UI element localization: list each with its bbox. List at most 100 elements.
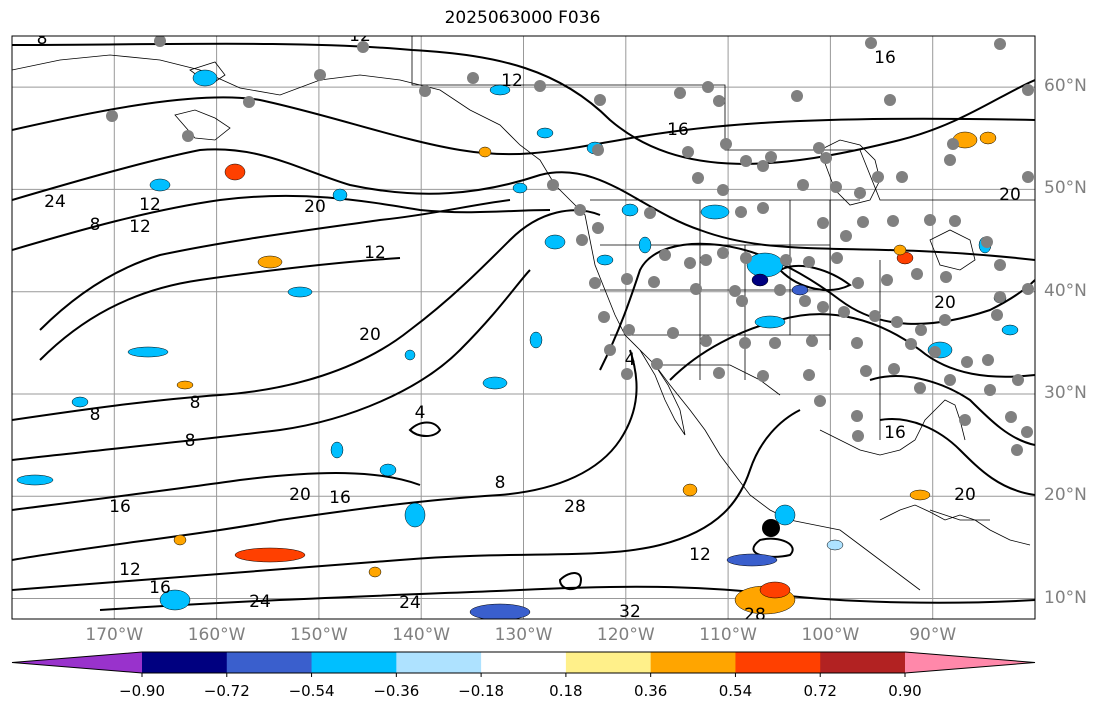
lon-tick-label: 140°W — [392, 625, 451, 645]
shaded-region — [751, 273, 769, 287]
lat-tick-label: 40°N — [1044, 280, 1087, 301]
shaded-region — [621, 203, 639, 217]
shaded-region — [754, 315, 786, 329]
shaded-region — [478, 146, 492, 158]
station-marker — [682, 146, 694, 158]
colorbar-bin — [650, 652, 736, 673]
station-marker — [729, 285, 741, 297]
shaded-region — [529, 331, 543, 349]
shaded-region — [469, 603, 531, 619]
lon-tick-label: 170°W — [85, 625, 144, 645]
contour-label: 20 — [954, 485, 976, 505]
colorbar-tick-label: 0.18 — [549, 682, 583, 700]
colorbar-tick-label: 0.54 — [718, 682, 753, 700]
shaded-region — [224, 163, 246, 181]
station-marker — [735, 206, 747, 218]
tropical-cyclone-marker — [762, 519, 780, 537]
station-marker — [854, 187, 866, 199]
station-marker — [813, 142, 825, 154]
shaded-region — [159, 589, 191, 611]
shaded-region — [149, 178, 171, 192]
station-marker — [872, 171, 884, 183]
shaded-region — [379, 463, 397, 477]
station-marker — [1022, 283, 1034, 295]
station-marker — [857, 216, 869, 228]
station-marker — [774, 284, 786, 296]
station-marker — [982, 354, 994, 366]
shaded-region — [682, 483, 698, 497]
station-marker — [1011, 444, 1023, 456]
station-marker — [684, 257, 696, 269]
station-marker — [791, 90, 803, 102]
lat-tick-label: 10°N — [1044, 587, 1087, 608]
station-marker — [865, 37, 877, 49]
station-marker — [621, 273, 633, 285]
station-marker — [869, 310, 881, 322]
graticule — [12, 36, 1035, 619]
colorbar-tick-label: −0.18 — [458, 682, 505, 700]
shaded-region — [791, 284, 809, 296]
station-marker — [944, 154, 956, 166]
station-marker — [419, 85, 431, 97]
station-marker — [592, 144, 604, 156]
station-marker — [915, 324, 927, 336]
station-marker — [757, 202, 769, 214]
lon-tick-label: 100°W — [801, 625, 860, 645]
station-marker — [576, 234, 588, 246]
station-marker — [594, 94, 606, 106]
station-marker — [830, 181, 842, 193]
station-marker — [814, 395, 826, 407]
station-marker — [929, 346, 941, 358]
station-marker — [840, 230, 852, 242]
station-marker — [659, 249, 671, 261]
lon-tick-label: 120°W — [596, 625, 655, 645]
shaded-region — [330, 441, 344, 459]
station-marker — [667, 327, 679, 339]
contour-label: 12 — [139, 195, 161, 215]
shaded-region — [71, 396, 89, 408]
station-marker — [994, 38, 1006, 50]
station-marker — [994, 259, 1006, 271]
station-marker — [154, 36, 166, 47]
station-marker — [717, 184, 729, 196]
station-marker — [769, 337, 781, 349]
station-marker — [984, 384, 996, 396]
contour-label: 16 — [667, 120, 689, 140]
contour-label: 32 — [619, 602, 641, 622]
shaded-region — [536, 127, 554, 139]
contour-label: 16 — [884, 423, 906, 443]
station-marker — [357, 41, 369, 53]
station-marker — [182, 130, 194, 142]
shaded-region — [176, 380, 194, 390]
station-marker — [852, 277, 864, 289]
shaded-region — [332, 188, 348, 202]
station-marker — [860, 365, 872, 377]
map-title: 2025063000 F036 — [444, 8, 601, 28]
contour-label: 28 — [744, 605, 766, 625]
station-marker — [852, 430, 864, 442]
colorbar-bin — [735, 652, 821, 673]
shaded-region — [774, 504, 796, 526]
colorbar-bin — [142, 652, 228, 673]
contour-label: 16 — [329, 488, 351, 508]
station-marker — [817, 217, 829, 229]
station-marker — [887, 215, 899, 227]
station-marker — [838, 306, 850, 318]
station-marker — [740, 252, 752, 264]
station-marker — [961, 356, 973, 368]
station-marker — [896, 171, 908, 183]
contour-label: 8 — [37, 29, 48, 49]
station-marker — [959, 414, 971, 426]
colorbar-bin — [311, 652, 397, 673]
colorbar-bin — [820, 652, 906, 673]
shaded-region — [234, 547, 306, 563]
station-marker — [797, 179, 809, 191]
map-frame — [11, 35, 1036, 620]
station-marker — [700, 254, 712, 266]
station-marker — [690, 283, 702, 295]
station-markers — [106, 36, 1034, 456]
lat-tick-label: 30°N — [1044, 382, 1087, 403]
station-marker — [994, 291, 1006, 303]
contour-label: 24 — [249, 592, 271, 612]
